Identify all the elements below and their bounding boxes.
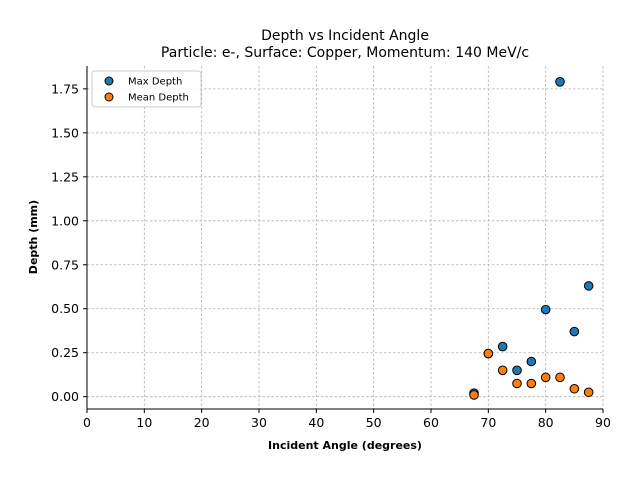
max-depth-point <box>526 356 537 367</box>
mean-depth-point <box>540 372 551 383</box>
x-tick-label: 80 <box>538 415 554 430</box>
mean-depth-point <box>555 372 565 383</box>
x-axis-label: Incident Angle (degrees) <box>268 439 422 452</box>
y-tick-label: 1.00 <box>51 213 79 228</box>
mean-depth-point <box>469 390 479 400</box>
legend-box <box>91 70 202 108</box>
legend-marker-mean-depth <box>104 92 114 102</box>
max-depth-point <box>497 341 508 352</box>
y-tick-label: 0.25 <box>51 345 79 360</box>
x-tick-label: 90 <box>595 415 611 430</box>
x-tick-label: 0 <box>83 415 91 430</box>
max-depth-point <box>583 281 594 291</box>
max-depth-point <box>540 304 551 315</box>
y-tick-label: 0.00 <box>51 389 79 404</box>
chart-title: Depth vs Incident Angle <box>261 28 429 44</box>
y-tick-label: 0.75 <box>51 257 79 272</box>
x-tick-label: 60 <box>423 415 439 430</box>
y-tick-label: 0.50 <box>51 301 79 316</box>
x-tick-label: 30 <box>251 415 267 430</box>
legend-label-mean-depth: Mean Depth <box>128 93 189 104</box>
max-depth-point <box>555 77 565 87</box>
mean-depth-point <box>497 365 508 376</box>
legend-label-max-depth: Max Depth <box>128 77 182 88</box>
max-depth-point <box>512 365 522 376</box>
y-tick-label: 1.25 <box>51 169 79 184</box>
x-tick-label: 50 <box>366 415 382 430</box>
legend: Max Depth Mean Depth <box>91 70 202 108</box>
mean-depth-point <box>526 378 537 389</box>
y-tick-label: 1.50 <box>51 125 79 140</box>
x-tick-label: 20 <box>194 415 210 430</box>
mean-depth-point <box>583 387 594 398</box>
mean-depth-point <box>483 348 494 359</box>
y-tick-label: 1.75 <box>51 81 79 96</box>
chart-subtitle: Particle: e-, Surface: Copper, Momentum:… <box>161 45 529 61</box>
y-axis-label: Depth (mm) <box>27 200 40 274</box>
mean-depth-point <box>512 378 522 389</box>
mean-depth-point <box>569 383 580 394</box>
legend-marker-max-depth <box>104 76 114 86</box>
data-points <box>469 77 594 400</box>
x-tick-label: 40 <box>308 415 324 430</box>
max-depth-point <box>569 326 580 337</box>
grid <box>86 66 604 409</box>
axes: 0 10 20 30 40 50 60 70 80 90 0.00 0.25 0.50 0.75 1.00 1… <box>51 66 611 430</box>
x-tick-label: 10 <box>136 415 152 430</box>
x-tick-label: 70 <box>480 415 496 430</box>
